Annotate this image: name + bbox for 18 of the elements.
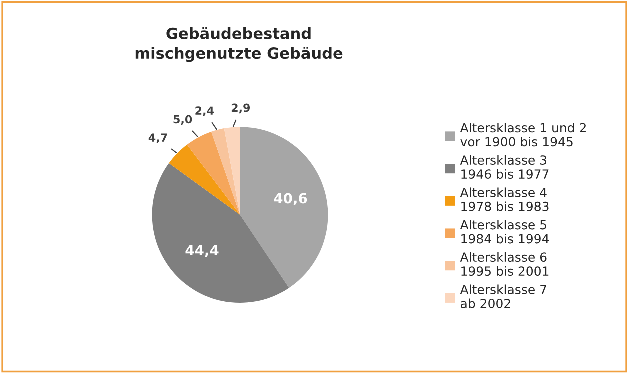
- pie-slice: [224, 127, 240, 216]
- legend-label: Altersklasse 7 ab 2002: [460, 284, 546, 308]
- data-label: 44,4: [186, 245, 219, 258]
- data-label: 2,9: [232, 104, 250, 114]
- pie-slice: [169, 144, 240, 216]
- pie-slice: [240, 127, 328, 288]
- chart-title: Gebäudebestand mischgenutzte Gebäude: [136, 27, 343, 62]
- legend-label: Altersklasse 5 1984 bis 1994: [460, 220, 550, 244]
- legend-label: Altersklasse 6 1995 bis 2001: [460, 252, 549, 276]
- legend-label: Altersklasse 4 1978 bis 1983: [460, 188, 549, 212]
- data-label: 5,0: [174, 115, 192, 126]
- data-label: 40,6: [274, 193, 308, 206]
- pie-slice: [212, 128, 240, 216]
- legend-label: Altersklasse 3 1946 bis 1977: [460, 155, 549, 180]
- data-label: 4,7: [148, 134, 168, 144]
- data-label: 2,4: [196, 106, 214, 116]
- pie-slice: [187, 132, 240, 216]
- legend-label: Altersklasse 1 und 2 vor 1900 bis 1945: [460, 123, 586, 147]
